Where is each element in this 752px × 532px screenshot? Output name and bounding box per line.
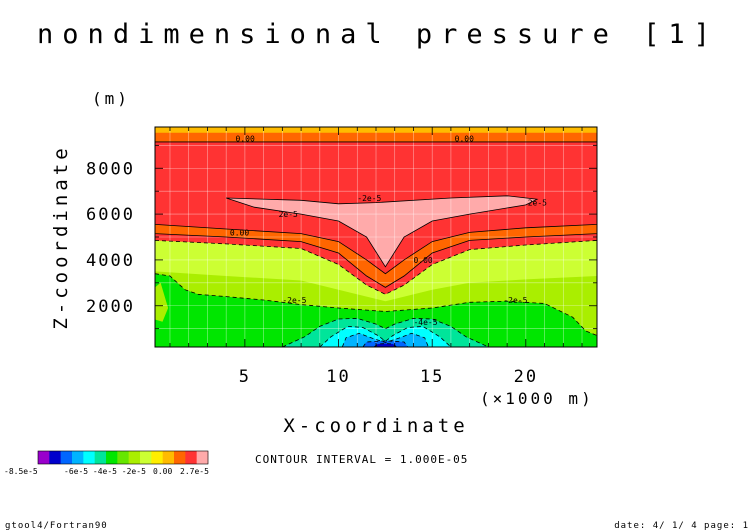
colorbar-swatch xyxy=(83,451,95,464)
y-tick-label: 4000 xyxy=(86,251,135,271)
colorbar-swatch xyxy=(174,451,186,464)
colorbar-swatch xyxy=(151,451,163,464)
colorbar-swatch xyxy=(106,451,118,464)
contour-label: -2e-5 xyxy=(503,296,527,305)
colorbar-zero-label: 0.00 xyxy=(153,467,172,476)
x-tick-label: 15 xyxy=(420,367,444,387)
contour-label: -4e-5 xyxy=(413,318,437,327)
colorbar-swatch xyxy=(162,451,175,464)
y-axis-title: Z-coordinate xyxy=(50,144,72,329)
x-tick-labels: 5 10 15 20 xyxy=(239,367,538,387)
contour-orange-band xyxy=(155,127,597,288)
axis-ticks xyxy=(155,127,597,347)
contour-label: 2e-5 xyxy=(528,199,547,208)
contour-label: 0.00 xyxy=(413,256,432,265)
colorbar-swatch xyxy=(140,451,152,464)
contour-label: -2e-5 xyxy=(282,296,306,305)
colorbar-swatch xyxy=(196,451,209,464)
colorbar-swatch xyxy=(38,451,50,464)
footer-right-text: date: 4/ 1/ 4 page: 1 xyxy=(614,521,749,531)
colorbar-swatch xyxy=(72,451,84,464)
contour-cyan-low xyxy=(319,325,452,347)
contour-labels: 0.00 0.00 -2e-5 2e-5 2e-5 0.00 0.00 -2e-5 -2e-5 -… xyxy=(230,134,547,326)
x-tick-label: 20 xyxy=(514,367,538,387)
contour-interval-text: CONTOUR INTERVAL = 1.000E-05 xyxy=(255,453,468,466)
chart-title: nondimensional pressure [1] xyxy=(37,19,719,50)
region-navy-low xyxy=(374,343,397,347)
colorbar-frame xyxy=(37,450,209,465)
region-green-left-pocket xyxy=(155,282,169,322)
x-tick-label: 5 xyxy=(239,367,251,387)
colorbar-swatch xyxy=(128,451,141,464)
plot-frame xyxy=(154,126,598,348)
contour-sky-low xyxy=(341,332,429,347)
region-pink-max xyxy=(226,195,538,267)
contour-lines xyxy=(155,127,597,347)
plot-area: 0.00 0.00 -2e-5 2e-5 2e-5 0.00 0.00 -2e-5 -2e-5 -… xyxy=(154,126,598,348)
contour-red-core xyxy=(155,141,597,275)
region-sky-low xyxy=(342,333,429,347)
colorbar-max-label: 2.7e-5 xyxy=(180,467,209,476)
grid-lines xyxy=(155,127,597,347)
contour-green-low xyxy=(155,273,597,347)
contour-label: 2e-5 xyxy=(279,210,298,219)
colorbar-swatch xyxy=(117,451,129,464)
contour-label: 0.00 xyxy=(236,134,255,143)
x-tick-label: 10 xyxy=(326,367,350,387)
y-tick-labels: 2000 4000 6000 8000 xyxy=(86,159,135,317)
contour-label: -2e-5 xyxy=(357,194,381,203)
x-axis-title: X-coordinate xyxy=(283,415,468,437)
colorbar-swatch xyxy=(49,451,61,464)
contour-label: 0.00 xyxy=(455,134,474,143)
contour-navy-low xyxy=(373,343,398,347)
colorbar-min-label: -8.5e-5 xyxy=(4,467,38,476)
contour-yellow-green-low xyxy=(155,239,597,347)
contour-pink-max xyxy=(226,195,539,268)
y-unit-label: (m) xyxy=(92,89,130,108)
colorbar-swatch xyxy=(60,451,73,464)
y-tick-label: 8000 xyxy=(86,159,135,179)
y-tick-label: 2000 xyxy=(86,297,135,317)
contour-label: 0.00 xyxy=(230,228,249,237)
x-unit-label: (×1000 m) xyxy=(480,389,594,408)
footer-left-text: gtool4/Fortran90 xyxy=(5,521,108,531)
colorbar xyxy=(37,450,209,465)
y-tick-label: 6000 xyxy=(86,205,135,225)
colorbar-swatch xyxy=(94,451,107,464)
colorbar-swatch xyxy=(185,451,197,464)
colorbar-mid-label: -6e-5 -4e-5 -2e-5 xyxy=(64,467,146,476)
